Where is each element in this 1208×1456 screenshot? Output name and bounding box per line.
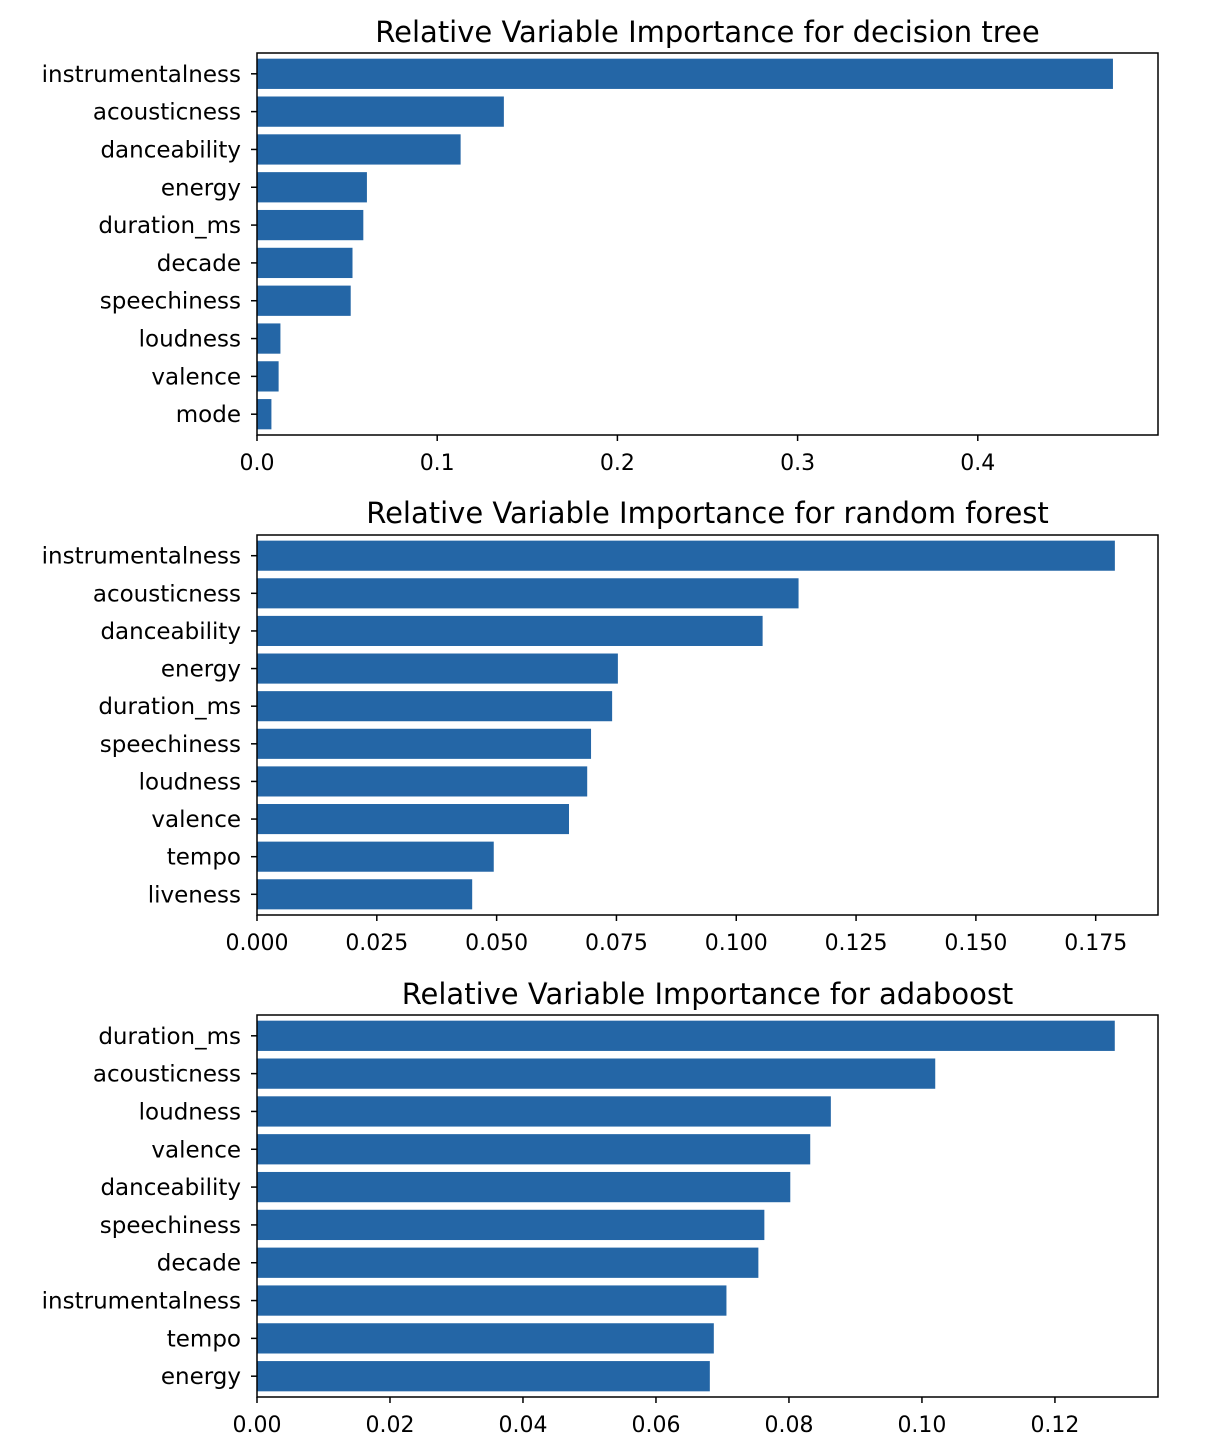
chart-title: Relative Variable Importance for decisio… <box>375 15 1039 49</box>
y-tick-label: danceability <box>100 137 241 163</box>
bar-liveness <box>257 879 473 910</box>
bar-acousticness <box>257 1058 936 1089</box>
bar-loudness <box>257 1096 831 1127</box>
y-tick-label: speechiness <box>100 289 241 315</box>
y-tick-label: speechiness <box>100 1213 241 1239</box>
y-tick-label: energy <box>161 657 241 683</box>
axes-frame <box>256 534 1159 916</box>
x-tick-label: 0.3 <box>780 451 815 476</box>
x-tick-label: 0.10 <box>897 1413 946 1438</box>
y-tick-label: instrumentalness <box>42 544 241 570</box>
bar-acousticness <box>257 578 799 609</box>
chart-panel-1: Relative Variable Importance for decisio… <box>42 15 1159 476</box>
y-tick-label: acousticness <box>93 100 241 126</box>
x-tick-label: 0.00 <box>233 1413 282 1438</box>
bar-energy <box>257 1361 710 1392</box>
x-tick-label: 0.125 <box>825 931 888 956</box>
x-tick-label: 0.000 <box>226 931 289 956</box>
y-tick-label: duration_ms <box>98 213 241 239</box>
bar-duration_ms <box>257 209 364 241</box>
bar-danceability <box>257 1171 791 1203</box>
bar-valence <box>257 804 569 835</box>
bar-tempo <box>257 1323 714 1354</box>
bar-speechiness <box>257 1209 765 1241</box>
y-tick-label: acousticness <box>93 581 241 607</box>
bar-mode <box>257 399 272 430</box>
y-tick-label: decade <box>157 251 241 277</box>
axes-frame <box>256 1014 1159 1398</box>
y-tick-label: speechiness <box>100 732 241 758</box>
y-tick-label: decade <box>157 1251 241 1277</box>
bar-speechiness <box>257 285 351 316</box>
y-tick-label: duration_ms <box>98 1024 241 1050</box>
bar-duration_ms <box>257 1020 1115 1051</box>
y-tick-label: tempo <box>167 1326 241 1352</box>
x-tick-label: 0.175 <box>1064 931 1127 956</box>
y-tick-label: loudness <box>139 769 241 795</box>
bar-valence <box>257 361 279 392</box>
x-tick-label: 0.0 <box>240 451 275 476</box>
y-tick-label: mode <box>176 402 241 428</box>
x-tick-label: 0.075 <box>585 931 648 956</box>
y-tick-label: loudness <box>139 1099 241 1125</box>
y-tick-label: valence <box>151 807 241 833</box>
y-tick-label: danceability <box>100 1175 241 1201</box>
bar-instrumentalness <box>257 1285 727 1316</box>
bar-danceability <box>257 615 763 646</box>
x-tick-label: 0.025 <box>345 931 408 956</box>
x-tick-label: 0.04 <box>498 1413 547 1438</box>
y-tick-label: liveness <box>148 882 241 908</box>
x-tick-label: 0.08 <box>764 1413 813 1438</box>
bar-tempo <box>257 841 494 872</box>
x-tick-label: 0.4 <box>960 451 995 476</box>
x-tick-label: 0.02 <box>365 1413 414 1438</box>
x-tick-label: 0.1 <box>420 451 455 476</box>
bar-loudness <box>257 323 281 354</box>
y-tick-label: danceability <box>100 619 241 645</box>
x-tick-label: 0.12 <box>1030 1413 1079 1438</box>
chart-title: Relative Variable Importance for adaboos… <box>402 977 1014 1011</box>
y-tick-label: duration_ms <box>98 694 241 720</box>
axes-frame <box>256 52 1159 436</box>
y-tick-label: valence <box>151 364 241 390</box>
bar-instrumentalness <box>257 58 1113 89</box>
bar-energy <box>257 653 618 684</box>
x-tick-label: 0.06 <box>631 1413 680 1438</box>
bar-acousticness <box>257 96 504 127</box>
x-tick-label: 0.050 <box>465 931 528 956</box>
y-tick-label: valence <box>151 1137 241 1163</box>
x-tick-label: 0.100 <box>705 931 768 956</box>
bar-duration_ms <box>257 691 613 722</box>
chart-title: Relative Variable Importance for random … <box>366 496 1049 530</box>
y-tick-label: instrumentalness <box>42 1289 241 1315</box>
bar-valence <box>257 1134 811 1165</box>
y-tick-label: tempo <box>167 845 241 871</box>
bar-energy <box>257 172 367 203</box>
bar-loudness <box>257 766 588 797</box>
chart-panel-2: Relative Variable Importance for random … <box>42 496 1159 956</box>
y-tick-label: acousticness <box>93 1062 241 1088</box>
y-tick-label: instrumentalness <box>42 62 241 88</box>
bar-speechiness <box>257 728 592 759</box>
x-tick-label: 0.2 <box>600 451 635 476</box>
chart-panel-3: Relative Variable Importance for adaboos… <box>42 977 1159 1438</box>
y-tick-label: loudness <box>139 327 241 353</box>
bar-instrumentalness <box>257 540 1115 571</box>
bar-decade <box>257 1247 759 1278</box>
y-tick-label: energy <box>161 1364 241 1390</box>
y-tick-label: energy <box>161 175 241 201</box>
bar-danceability <box>257 134 461 165</box>
x-tick-label: 0.150 <box>944 931 1007 956</box>
bar-decade <box>257 247 353 279</box>
